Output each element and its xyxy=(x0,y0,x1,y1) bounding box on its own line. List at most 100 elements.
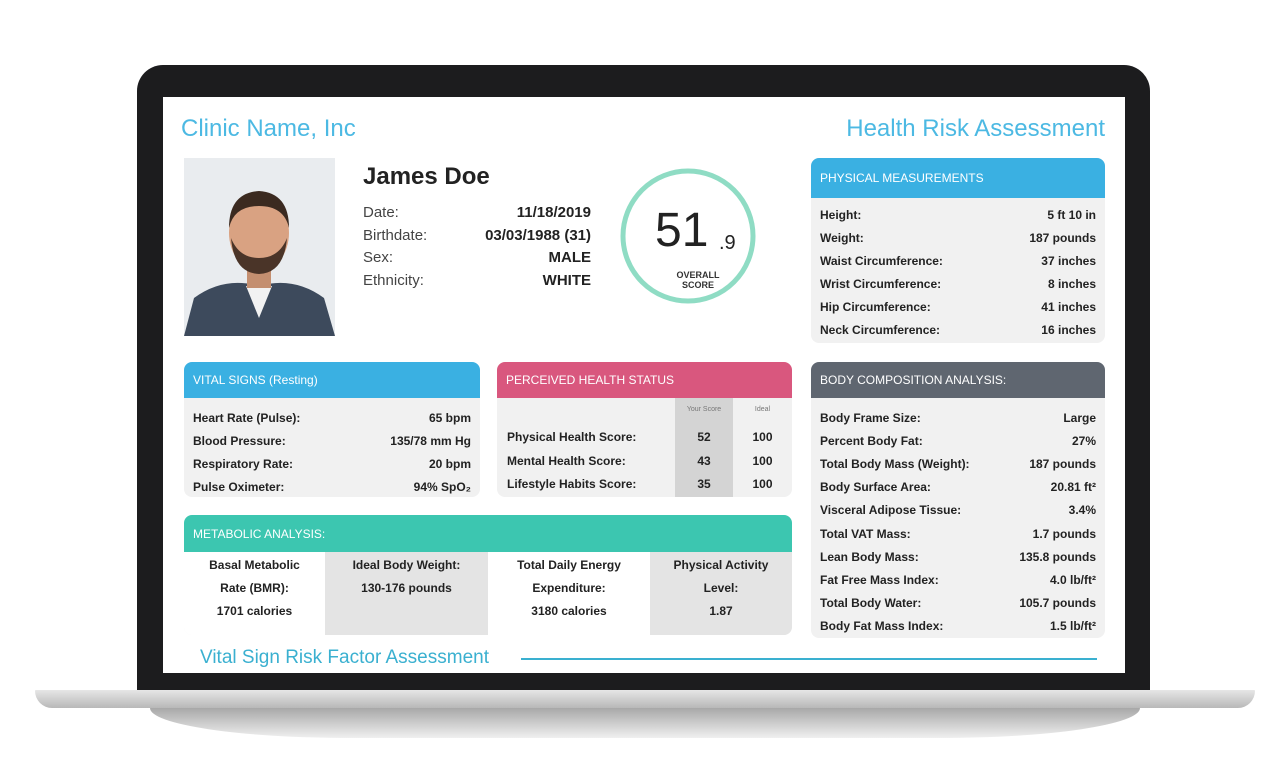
row-value: 4.0 lb/ft² xyxy=(1049,572,1096,587)
score-label: OVERALL SCORE xyxy=(676,270,720,290)
physical-header: PHYSICAL MEASUREMENTS xyxy=(811,158,1105,198)
patient-field: Birthdate: 03/03/1988 (31) xyxy=(363,227,591,250)
your-score: 43 xyxy=(697,453,711,468)
row-value: 8 inches xyxy=(1047,276,1096,291)
metabolic-header: METABOLIC ANALYSIS: xyxy=(184,515,792,552)
row-value: 187 pounds xyxy=(1029,230,1096,245)
row-label: Neck Circumference: xyxy=(820,322,941,337)
score-decimal: .9 xyxy=(719,232,736,254)
body-header: BODY COMPOSITION ANALYSIS: xyxy=(811,362,1105,398)
field-label: Sex: xyxy=(363,249,394,266)
row-label: Fat Free Mass Index: xyxy=(820,572,939,587)
cell-label: Total Daily Energy Expenditure: xyxy=(517,558,621,595)
body-row: Body Fat Mass Index: 1.5 lb/ft² xyxy=(811,615,1105,638)
row-label: Weight: xyxy=(820,230,864,245)
row-label: Respiratory Rate: xyxy=(193,456,294,471)
row-value: 41 inches xyxy=(1041,299,1096,314)
metabolic-panel: Basal Metabolic Rate (BMR): 1701 calories… xyxy=(184,552,792,635)
row-label: Pulse Oximeter: xyxy=(193,479,285,494)
body-row: Total Body Water: 105.7 pounds xyxy=(811,592,1105,615)
row-label: Body Surface Area: xyxy=(820,480,931,495)
physical-row: Height: 5 ft 10 in xyxy=(811,203,1105,226)
perceived-header: PERCEIVED HEALTH STATUS xyxy=(497,362,792,398)
row-label: Mental Health Score: xyxy=(507,453,626,468)
score-whole: 51 xyxy=(655,204,709,257)
laptop-base xyxy=(35,690,1255,708)
patient-field: Sex: MALE xyxy=(363,249,591,272)
body-row: Total VAT Mass: 1.7 pounds xyxy=(811,522,1105,545)
row-label: Body Frame Size: xyxy=(820,410,921,425)
field-label: Birthdate: xyxy=(363,226,428,244)
body-row: Body Frame Size: Large xyxy=(811,406,1105,429)
row-label: Wrist Circumference: xyxy=(820,276,942,291)
laptop-base-shadow xyxy=(150,708,1140,738)
physical-row: Hip Circumference: 41 inches xyxy=(811,295,1105,318)
row-label: Blood Pressure: xyxy=(193,433,286,448)
cell-label: Basal Metabolic Rate (BMR): xyxy=(209,558,300,595)
ideal-score: 100 xyxy=(752,430,773,444)
row-label: Physical Health Score: xyxy=(507,430,637,444)
row-label: Visceral Adipose Tissue: xyxy=(820,503,962,518)
patient-field: Ethnicity: WHITE xyxy=(363,272,591,295)
field-value: 11/18/2019 xyxy=(516,204,591,221)
metabolic-cell: Basal Metabolic Rate (BMR): 1701 calories xyxy=(184,552,325,635)
row-label: Total Body Water: xyxy=(820,596,922,611)
physical-row: Neck Circumference: 16 inches xyxy=(811,318,1105,341)
screen: Clinic Name, Inc Health Risk Assessment … xyxy=(163,97,1125,673)
body-row: Body Surface Area: 20.81 ft² xyxy=(811,476,1105,499)
clinic-name: Clinic Name, Inc xyxy=(181,115,356,142)
row-value: 27% xyxy=(1071,433,1096,448)
cell-value: 1.87 xyxy=(709,604,733,618)
patient-fields: Date: 11/18/2019 Birthdate: 03/03/1988 (31)… xyxy=(363,204,591,294)
your-score: 35 xyxy=(697,477,711,491)
row-value: Large xyxy=(1063,410,1096,425)
row-label: Lean Body Mass: xyxy=(820,549,919,564)
vitals-panel: Heart Rate (Pulse): 65 bpm Blood Pressure:… xyxy=(184,398,480,497)
cell-value: 1701 calories xyxy=(216,604,293,618)
row-value: 20 bpm xyxy=(428,456,471,471)
metabolic-cell: Physical Activity Level: 1.87 xyxy=(650,552,792,635)
physical-row: Weight: 187 pounds xyxy=(811,226,1105,249)
metabolic-cell: Total Daily Energy Expenditure: 3180 calo… xyxy=(488,552,650,635)
row-value: 135.8 pounds xyxy=(1019,549,1096,564)
body-row: Percent Body Fat: 27% xyxy=(811,429,1105,452)
row-label: Waist Circumference: xyxy=(820,253,943,268)
row-value: 16 inches xyxy=(1041,322,1096,337)
row-value: 105.7 pounds xyxy=(1019,596,1096,611)
physical-row: Waist Circumference: 37 inches xyxy=(811,249,1105,272)
vitals-row: Pulse Oximeter: 94% SpO₂ xyxy=(184,475,480,498)
vitals-title: VITAL SIGNS (Resting) xyxy=(193,373,318,387)
perceived-title: PERCEIVED HEALTH STATUS xyxy=(506,373,675,387)
your-score: 52 xyxy=(697,430,711,444)
column-header: Ideal xyxy=(754,406,771,413)
row-value: 37 inches xyxy=(1041,253,1096,268)
row-value: 65 bpm xyxy=(428,410,471,425)
body-row: Lean Body Mass: 135.8 pounds xyxy=(811,545,1105,568)
row-label: Heart Rate (Pulse): xyxy=(193,410,301,425)
vitals-row: Blood Pressure: 135/78 mm Hg xyxy=(184,429,480,452)
physical-row: Wrist Circumference: 8 inches xyxy=(811,272,1105,295)
score-ring xyxy=(620,168,756,304)
field-value: MALE xyxy=(548,249,592,266)
patient-photo xyxy=(184,158,335,336)
patient-name: James Doe xyxy=(363,163,490,190)
score-column-bg xyxy=(675,398,733,497)
row-label: Percent Body Fat: xyxy=(820,433,923,448)
body-row: Fat Free Mass Index: 4.0 lb/ft² xyxy=(811,568,1105,591)
row-value: 94% SpO₂ xyxy=(413,479,471,494)
cell-value: 3180 calories xyxy=(531,604,607,618)
row-value: 20.81 ft² xyxy=(1050,480,1096,495)
row-value: 1.5 lb/ft² xyxy=(1049,619,1096,634)
column-header: Your Score xyxy=(686,406,722,413)
ideal-score: 100 xyxy=(752,453,773,468)
row-value: 135/78 mm Hg xyxy=(390,433,471,448)
cell-value: 130-176 pounds xyxy=(361,581,452,595)
cell-label: Physical Activity Level: xyxy=(673,558,769,595)
row-label: Body Fat Mass Index: xyxy=(820,619,944,634)
field-value: 03/03/1988 (31) xyxy=(485,226,591,244)
field-label: Date: xyxy=(363,204,399,221)
row-value: 187 pounds xyxy=(1029,456,1096,471)
field-label: Ethnicity: xyxy=(363,271,424,289)
metabolic-title: METABOLIC ANALYSIS: xyxy=(193,526,326,541)
